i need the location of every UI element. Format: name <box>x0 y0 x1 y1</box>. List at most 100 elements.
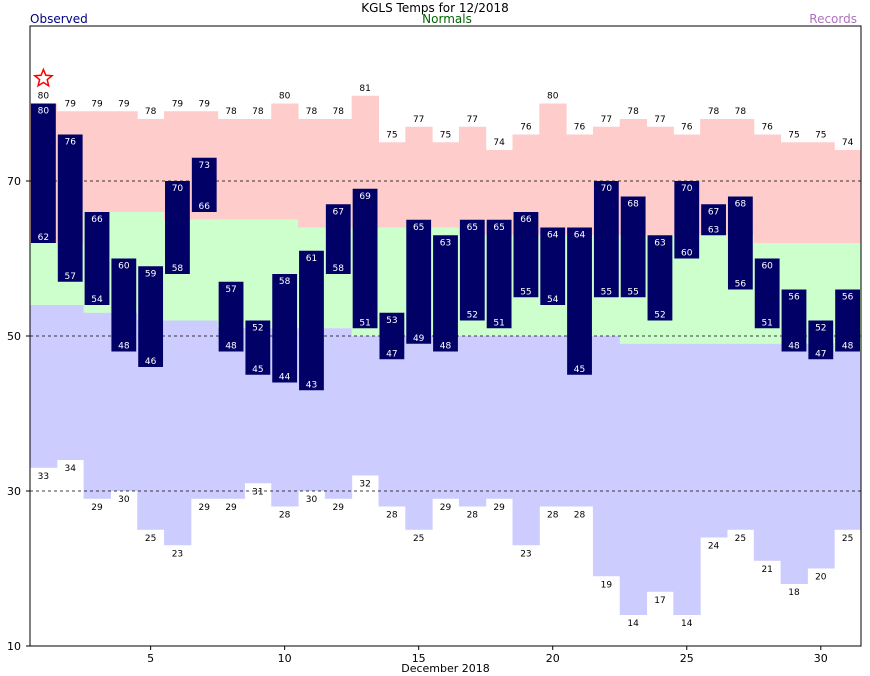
record-low-label: 14 <box>681 619 693 629</box>
observed-bar <box>674 181 700 259</box>
observed-high-label: 67 <box>333 207 344 217</box>
record-low-label: 18 <box>788 588 800 598</box>
observed-high-label: 70 <box>601 184 613 194</box>
observed-bar <box>299 250 324 391</box>
x-tick-label: 15 <box>412 652 426 665</box>
record-high-label: 78 <box>627 107 639 117</box>
record-low-band <box>56 305 85 460</box>
observed-high-label: 61 <box>306 254 317 264</box>
observed-bar <box>459 219 485 321</box>
record-low-label: 29 <box>440 503 452 513</box>
record-low-label: 25 <box>413 534 424 544</box>
observed-bar <box>245 320 271 375</box>
observed-bar <box>272 274 298 383</box>
observed-bar <box>808 320 834 360</box>
observed-bar <box>191 157 217 212</box>
observed-low-label: 66 <box>199 202 211 212</box>
observed-bar <box>379 312 405 360</box>
observed-high-label: 63 <box>654 238 665 248</box>
observed-low-label: 45 <box>574 365 585 375</box>
record-high-band <box>753 134 782 243</box>
record-high-band <box>432 142 460 228</box>
record-high-band <box>834 150 862 243</box>
record-high-band <box>83 111 111 212</box>
record-high-band <box>137 119 165 212</box>
observed-high-label: 60 <box>118 262 130 272</box>
observed-low-label: 48 <box>225 342 237 352</box>
observed-bar <box>540 227 566 305</box>
record-high-label: 80 <box>547 92 559 102</box>
x-tick-label: 20 <box>546 652 560 665</box>
record-high-label: 75 <box>440 130 451 140</box>
record-low-band <box>700 343 728 538</box>
y-tick-label: 30 <box>7 485 21 498</box>
record-high-label: 80 <box>279 92 291 102</box>
observed-low-label: 51 <box>359 318 370 328</box>
record-high-band <box>405 126 433 228</box>
observed-low-label: 57 <box>64 272 75 282</box>
observed-high-label: 56 <box>788 293 800 303</box>
record-high-label: 75 <box>815 130 826 140</box>
record-low-band <box>83 312 111 499</box>
record-high-label: 74 <box>493 138 505 148</box>
observed-low-label: 44 <box>279 373 291 383</box>
record-low-label: 14 <box>627 619 639 629</box>
observed-low-label: 46 <box>145 357 157 367</box>
record-high-label: 81 <box>359 84 370 94</box>
record-low-label: 17 <box>654 596 665 606</box>
observed-bar <box>513 212 539 298</box>
record-low-label: 29 <box>199 503 211 513</box>
record-low-band <box>190 320 219 499</box>
record-low-label: 19 <box>601 580 613 590</box>
observed-bar <box>593 181 619 298</box>
record-high-label: 77 <box>413 115 424 125</box>
record-high-label: 79 <box>64 99 76 109</box>
normal-band <box>244 219 272 329</box>
record-low-band <box>807 343 835 569</box>
observed-bar <box>218 281 244 352</box>
record-high-label: 78 <box>145 107 157 117</box>
observed-low-label: 55 <box>627 287 638 297</box>
record-high-label: 79 <box>199 99 211 109</box>
x-axis-label: December 2018 <box>401 662 490 675</box>
record-high-band <box>780 142 808 243</box>
record-low-band <box>512 336 540 546</box>
observed-low-label: 49 <box>413 334 425 344</box>
observed-high-label: 73 <box>199 161 210 171</box>
observed-bar <box>406 219 432 344</box>
chart-title: KGLS Temps for 12/2018 <box>361 1 509 15</box>
record-low-label: 28 <box>279 511 291 521</box>
record-low-label: 32 <box>359 480 370 490</box>
observed-low-label: 52 <box>467 311 478 321</box>
observed-high-label: 52 <box>815 324 826 334</box>
x-tick-label: 5 <box>147 652 154 665</box>
record-low-label: 21 <box>761 565 772 575</box>
record-high-label: 77 <box>601 115 612 125</box>
record-low-band <box>780 343 808 584</box>
record-high-label: 79 <box>118 99 130 109</box>
observed-low-label: 55 <box>520 287 531 297</box>
record-high-label: 79 <box>172 99 184 109</box>
record-star-icon <box>32 67 54 88</box>
observed-bar <box>433 235 458 352</box>
record-high-label: 76 <box>520 123 532 133</box>
record-low-band <box>539 336 567 507</box>
record-high-label: 75 <box>386 130 397 140</box>
record-low-band <box>217 328 245 499</box>
record-low-band <box>458 336 487 507</box>
legend-normals: Normals <box>422 12 472 26</box>
observed-high-label: 69 <box>359 192 371 202</box>
record-low-label: 29 <box>225 503 237 513</box>
observed-high-label: 66 <box>520 215 532 225</box>
observed-low-label: 58 <box>172 264 184 274</box>
observed-high-label: 66 <box>91 215 103 225</box>
y-tick-label: 10 <box>7 640 21 653</box>
record-low-label: 25 <box>842 534 853 544</box>
record-low-label: 30 <box>306 495 318 505</box>
record-low-band <box>592 336 621 577</box>
record-low-label: 20 <box>815 573 827 583</box>
observed-bar <box>325 204 351 274</box>
observed-high-label: 80 <box>38 107 50 117</box>
observed-high-label: 67 <box>708 207 719 217</box>
